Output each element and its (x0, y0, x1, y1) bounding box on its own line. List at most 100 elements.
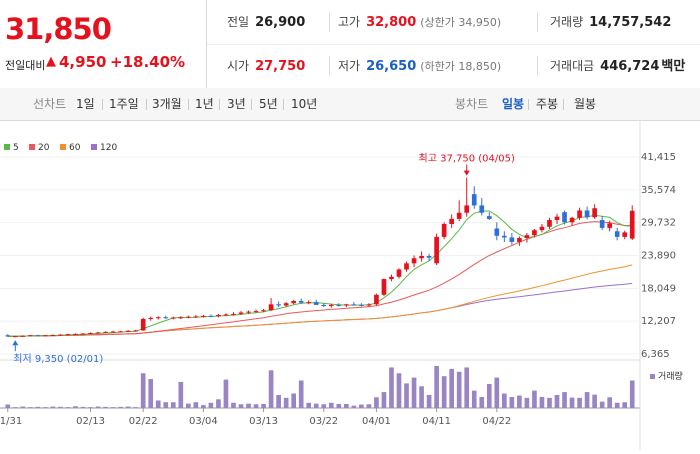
divider (537, 56, 538, 76)
candle (456, 200, 462, 222)
candle-body (5, 335, 11, 337)
volume-bar (381, 392, 387, 408)
volume-bar (208, 402, 214, 408)
volume-bar (216, 399, 221, 408)
candle (35, 334, 41, 337)
candle (118, 330, 123, 333)
candle-body (261, 310, 266, 312)
candle (389, 274, 394, 282)
volume-bar (178, 381, 184, 408)
legend-label: 60 (69, 143, 81, 153)
volume-bar (125, 406, 131, 408)
candle (268, 298, 274, 312)
candle-body (291, 300, 296, 304)
candle (524, 232, 530, 243)
period-10y-button[interactable]: 10년 (291, 97, 318, 111)
candle-body (614, 231, 620, 237)
candle-body (599, 220, 605, 228)
volume-bar (73, 406, 78, 408)
period-5y-button[interactable]: 5년 (259, 97, 278, 111)
x-tick-label: 04/01 (362, 416, 391, 427)
candle-body (389, 276, 394, 280)
candle-body (178, 317, 184, 319)
candle-body (547, 220, 552, 227)
candle-body (562, 212, 567, 223)
high-price: 고가 32,800 (상한가 34,950) (338, 15, 502, 30)
monthly-candle-button[interactable]: 월봉 (574, 97, 597, 111)
candle-body (381, 279, 387, 295)
candle (396, 268, 402, 279)
daily-candle-button[interactable]: 일봉 (502, 97, 525, 111)
candle (170, 316, 176, 320)
ma20-line (7, 221, 633, 337)
candle (562, 210, 567, 225)
volume-bar (238, 404, 244, 408)
legend-swatch (29, 144, 35, 150)
candle-body (110, 331, 116, 333)
candle (434, 233, 439, 265)
current-price: 31,850 (5, 12, 112, 46)
volume-bar (283, 397, 289, 408)
divider (102, 99, 103, 110)
candle (599, 216, 605, 231)
candle (291, 299, 296, 305)
period-1d-button[interactable]: 1일 (76, 97, 95, 111)
volume-bar (95, 406, 101, 408)
volume-bar (80, 406, 86, 408)
volume-bar (110, 407, 116, 408)
candle (306, 300, 312, 305)
candle-body (396, 269, 402, 277)
candle-body (246, 311, 251, 313)
candle (103, 331, 108, 334)
candle (336, 303, 342, 307)
period-3y-button[interactable]: 3년 (227, 97, 246, 111)
volume-bar (186, 403, 191, 408)
volume-bar (298, 380, 304, 408)
volume-bar (20, 406, 26, 408)
divider (146, 99, 147, 110)
volume-bar (155, 400, 161, 408)
candle-body (569, 217, 575, 223)
legend-label: 5 (13, 143, 19, 153)
volume-bar (494, 377, 500, 408)
candle-body (125, 330, 131, 332)
candle-body (471, 194, 477, 206)
candle-body (411, 258, 417, 264)
high-arrow-head (463, 170, 470, 176)
volume-bar (170, 402, 176, 408)
candle (614, 227, 620, 241)
volume-bar (614, 402, 620, 408)
candle-body (366, 304, 372, 306)
volume-bar (577, 397, 582, 408)
x-tick-label: 02/22 (129, 416, 158, 427)
volume-bar (584, 392, 590, 408)
candle-body (65, 334, 71, 336)
candle-body (479, 205, 485, 213)
candle (95, 331, 101, 334)
candle (140, 317, 146, 331)
period-3m-button[interactable]: 3개월 (152, 97, 182, 111)
candle (592, 204, 597, 219)
candle-body (50, 334, 56, 336)
stat-row-1: 전일 26,900 고가 32,800 (상한가 34,950) 거래량 14,757,… (207, 0, 700, 45)
volume-bar (389, 367, 394, 408)
volume-bar (321, 404, 327, 408)
period-1y-button[interactable]: 1년 (195, 97, 214, 111)
candle (155, 316, 161, 320)
candle (479, 198, 485, 216)
volume-bar (118, 406, 123, 408)
weekly-candle-button[interactable]: 주봉 (536, 97, 559, 111)
prev-close: 전일 26,900 (227, 15, 306, 30)
candle (517, 236, 522, 246)
volume-bar (344, 403, 349, 408)
candle (20, 335, 26, 337)
candle (208, 314, 214, 318)
y-tick-label: 6,365 (641, 349, 670, 360)
volume-bar (313, 403, 319, 408)
candle-body (532, 230, 537, 236)
candlestick-chart: 5 20 60 120 41,415 35,574 29,732 23,890 18,049 12… (0, 121, 700, 450)
chart-svg: 5 20 60 120 41,415 35,574 29,732 23,890 18,049 12… (0, 121, 683, 450)
period-1w-button[interactable]: 1주일 (109, 97, 139, 111)
candle (622, 230, 628, 240)
candle (494, 222, 500, 241)
